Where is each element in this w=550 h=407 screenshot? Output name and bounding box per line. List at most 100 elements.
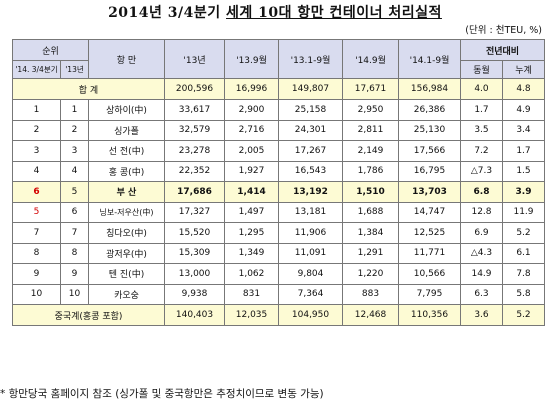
cell: 5.2 bbox=[502, 304, 545, 326]
table-row: 1 1 상하이(中) 33,617 2,900 25,158 2,950 26,… bbox=[12, 99, 545, 121]
cell: 1,295 bbox=[224, 222, 279, 244]
unit-label: (단위 : 천TEU, %) bbox=[465, 25, 542, 36]
header-jan-sep-2014: '14.1-9월 bbox=[398, 39, 461, 79]
cell: 883 bbox=[342, 283, 399, 305]
cell: 23,278 bbox=[164, 140, 225, 162]
header-sep-2013: '13.9월 bbox=[224, 39, 279, 79]
cell: 10,566 bbox=[398, 263, 461, 285]
cell: 상하이(中) bbox=[88, 99, 165, 121]
header-cumulative: 누계 bbox=[502, 60, 545, 79]
cell: 9,938 bbox=[164, 283, 225, 305]
cell: 2,900 bbox=[224, 99, 279, 121]
cell: 25,130 bbox=[398, 119, 461, 141]
cell: 1 bbox=[60, 99, 89, 121]
cell: 2 bbox=[60, 119, 89, 141]
cell: 칭다오(中) bbox=[88, 222, 165, 244]
table-row: 2 2 싱가폴 32,579 2,716 24,301 2,811 25,130… bbox=[12, 119, 545, 141]
cell: 14.9 bbox=[460, 263, 503, 285]
header-rank-2013: '13년 bbox=[60, 60, 89, 79]
cell: 9 bbox=[60, 263, 89, 285]
cell: 7.8 bbox=[502, 263, 545, 285]
cell: 14,747 bbox=[398, 201, 461, 223]
cell: 12,525 bbox=[398, 222, 461, 244]
cell: 33,617 bbox=[164, 99, 225, 121]
cell: 텐 진(中) bbox=[88, 263, 165, 285]
cell: 싱가폴 bbox=[88, 119, 165, 141]
cell: 4.0 bbox=[460, 78, 503, 100]
cell: 2,149 bbox=[342, 140, 399, 162]
cell: 1.5 bbox=[502, 160, 545, 182]
cell: 2 bbox=[12, 119, 61, 141]
cell: 2,811 bbox=[342, 119, 399, 141]
cell: 12.8 bbox=[460, 201, 503, 223]
cell: 2,716 bbox=[224, 119, 279, 141]
cell: 1,349 bbox=[224, 242, 279, 264]
china-total-row: 중국계(홍콩 포함) 140,403 12,035 104,950 12,468… bbox=[12, 304, 545, 326]
cell: 1,510 bbox=[342, 181, 399, 203]
cell: 13,192 bbox=[278, 181, 343, 203]
header-rank-2014q3: '14. 3/4분기 bbox=[12, 60, 61, 79]
cell: 1,291 bbox=[342, 242, 399, 264]
cell: 1 bbox=[12, 99, 61, 121]
cell: 4.8 bbox=[502, 78, 545, 100]
cell: 2,005 bbox=[224, 140, 279, 162]
cell: 1,062 bbox=[224, 263, 279, 285]
header-rank: 순위 bbox=[12, 39, 89, 61]
cell: 13,181 bbox=[278, 201, 343, 223]
cell: 3 bbox=[12, 140, 61, 162]
cell: 110,356 bbox=[398, 304, 461, 326]
cell: 831 bbox=[224, 283, 279, 305]
cell: 11.9 bbox=[502, 201, 545, 223]
cell: 11,771 bbox=[398, 242, 461, 264]
cell: 15,520 bbox=[164, 222, 225, 244]
cell: 25,158 bbox=[278, 99, 343, 121]
cell: 4 bbox=[60, 160, 89, 182]
cell: 선 전(中) bbox=[88, 140, 165, 162]
cell: 6.8 bbox=[460, 181, 503, 203]
header-jan-sep-2013: '13.1-9월 bbox=[278, 39, 343, 79]
cell: 24,301 bbox=[278, 119, 343, 141]
cell: 13,000 bbox=[164, 263, 225, 285]
cell: 6.3 bbox=[460, 283, 503, 305]
cell: 6.1 bbox=[502, 242, 545, 264]
cell: 3.9 bbox=[502, 181, 545, 203]
cell: 200,596 bbox=[164, 78, 225, 100]
cell: 4.9 bbox=[502, 99, 545, 121]
cell: 12,468 bbox=[342, 304, 399, 326]
cell: 닝보-저우산(中) bbox=[88, 201, 165, 223]
table-row: 8 8 광저우(中) 15,309 1,349 11,091 1,291 11,… bbox=[12, 242, 545, 264]
total-row: 합 계 200,596 16,996 149,807 17,671 156,98… bbox=[12, 78, 545, 100]
cell: 3.4 bbox=[502, 119, 545, 141]
cell: 3 bbox=[60, 140, 89, 162]
cell: 7.2 bbox=[460, 140, 503, 162]
cell: 11,091 bbox=[278, 242, 343, 264]
cell: 17,267 bbox=[278, 140, 343, 162]
cell: 카오숭 bbox=[88, 283, 165, 305]
cell: 6 bbox=[60, 201, 89, 223]
cell: 홍 콩(中) bbox=[88, 160, 165, 182]
cell: 2,950 bbox=[342, 99, 399, 121]
document-title: 2014년 3/4분기 세계 10대 항만 컨테이너 처리실적 bbox=[0, 2, 550, 22]
cell: 8 bbox=[60, 242, 89, 264]
cell: △7.3 bbox=[460, 160, 503, 182]
cell: 1,220 bbox=[342, 263, 399, 285]
cell: 9 bbox=[12, 263, 61, 285]
cell: 140,403 bbox=[164, 304, 225, 326]
cell: 1,927 bbox=[224, 160, 279, 182]
cell: 26,386 bbox=[398, 99, 461, 121]
cell: 13,703 bbox=[398, 181, 461, 203]
cell: 17,566 bbox=[398, 140, 461, 162]
cell: 1.7 bbox=[502, 140, 545, 162]
cell: 9,804 bbox=[278, 263, 343, 285]
header-same-month: 동월 bbox=[460, 60, 503, 79]
cell: 16,996 bbox=[224, 78, 279, 100]
port-throughput-table: 순위 항 만 '13년 '13.9월 '13.1-9월 '14.9월 '14.1… bbox=[12, 39, 545, 326]
cell: 149,807 bbox=[278, 78, 343, 100]
table-row: 10 10 카오숭 9,938 831 7,364 883 7,795 6.3 … bbox=[12, 283, 545, 305]
header-sep-2014: '14.9월 bbox=[342, 39, 399, 79]
cell: 5.8 bbox=[502, 283, 545, 305]
cell: 15,309 bbox=[164, 242, 225, 264]
cell: 8 bbox=[12, 242, 61, 264]
title-prefix: 2014년 3/4분기 bbox=[108, 5, 227, 21]
cell: 5.2 bbox=[502, 222, 545, 244]
